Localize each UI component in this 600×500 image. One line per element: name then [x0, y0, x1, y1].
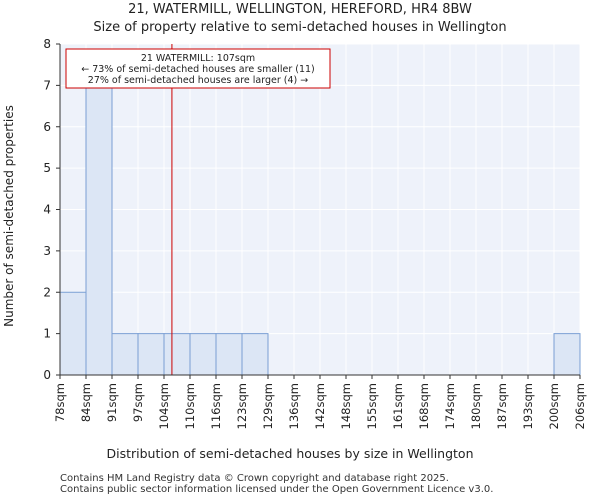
annotation-line-2: ← 73% of semi-detached houses are smalle… [81, 64, 315, 75]
x-tick-label: 104sqm [157, 383, 171, 429]
y-tick-label: 7 [43, 78, 51, 92]
histogram-bar [163, 333, 191, 376]
y-axis-label: Number of semi-detached properties [2, 105, 16, 327]
x-tick-label: 97sqm [131, 383, 145, 422]
chart-subtitle: Size of property relative to semi-detach… [93, 20, 507, 35]
x-tick-label: 123sqm [235, 383, 249, 429]
y-tick-label: 6 [43, 120, 51, 134]
x-tick-label: 110sqm [183, 383, 197, 429]
annotation-box: 21 WATERMILL: 107sqm ← 73% of semi-detac… [65, 48, 331, 89]
histogram-bar [111, 333, 139, 376]
histogram-bar [189, 333, 217, 376]
annotation-line-1: 21 WATERMILL: 107sqm [141, 53, 255, 64]
histogram-bar [215, 333, 243, 376]
x-axis-label: Distribution of semi-detached houses by … [107, 446, 474, 461]
footer-licence: Contains public sector information licen… [60, 484, 494, 495]
chart-title: 21, WATERMILL, WELLINGTON, HEREFORD, HR4… [128, 2, 472, 17]
footer-copyright: Contains HM Land Registry data © Crown c… [60, 473, 449, 484]
annotation-frame [65, 48, 331, 89]
annotation-line-3: 27% of semi-detached houses are larger (… [88, 75, 308, 86]
histogram-bar [59, 291, 87, 376]
axes: 0 1 2 3 4 5 6 7 8 78sqm 84sqm 91sqm 97sqm 104sqm 110sq… [43, 37, 587, 429]
x-tick-label: 206sqm [573, 383, 587, 429]
x-tick-label: 161sqm [391, 383, 405, 429]
x-tick-label: 155sqm [365, 383, 379, 429]
x-tick-label: 116sqm [209, 383, 223, 429]
x-tick-label: 142sqm [313, 383, 327, 429]
x-tick-label: 193sqm [521, 383, 535, 429]
histogram-bar [241, 333, 269, 376]
histogram-bar [553, 333, 581, 376]
y-tick-label: 0 [43, 368, 51, 382]
x-tick-label: 168sqm [417, 383, 431, 429]
y-tick-label: 8 [43, 37, 51, 51]
histogram-bar [137, 333, 165, 376]
x-tick-label: 84sqm [79, 383, 93, 422]
x-tick-label: 187sqm [495, 383, 509, 429]
y-tick-label: 3 [43, 244, 51, 258]
x-tick-label: 174sqm [443, 383, 457, 429]
y-tick-label: 4 [43, 203, 51, 217]
x-tick-label: 148sqm [339, 383, 353, 429]
x-tick-label: 200sqm [547, 383, 561, 429]
x-tick-label: 78sqm [53, 383, 67, 422]
y-tick-label: 5 [43, 161, 51, 175]
y-tick-label: 1 [43, 327, 51, 341]
histogram-bar [85, 84, 113, 376]
x-tick-label: 136sqm [287, 383, 301, 429]
x-tick-label: 91sqm [105, 383, 119, 422]
grid [59, 43, 581, 376]
y-tick-label: 2 [43, 285, 51, 299]
x-tick-label: 180sqm [469, 383, 483, 429]
x-tick-label: 129sqm [261, 383, 275, 429]
